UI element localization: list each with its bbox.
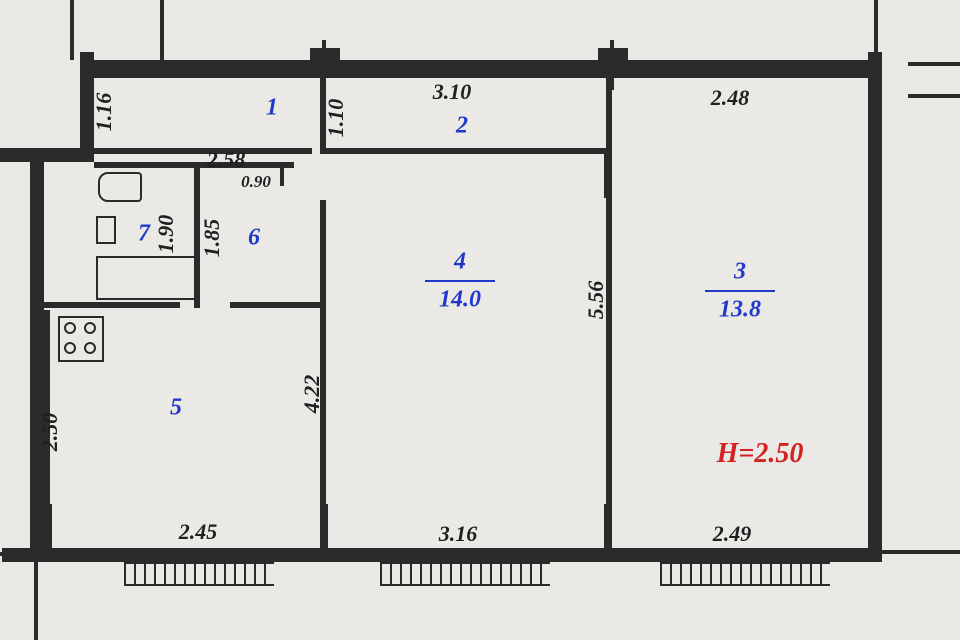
dim-5-56: 5.56 [583,281,609,320]
tick [604,154,608,198]
window-1 [124,562,274,586]
wall-outer-left-ledge [0,148,94,162]
tick [34,562,38,640]
wall-pillar-right [598,48,628,78]
door-jamb-6 [280,168,284,186]
ceiling-height: H=2.50 [717,438,804,470]
wall-outer-right [868,52,882,562]
room-4-num: 4 [454,249,466,276]
dim-2-58: 2.58 [207,147,246,173]
tick [70,0,74,60]
dim-2-49: 2.49 [713,521,752,547]
wall-outer-bottom [2,548,882,562]
tick [0,552,30,556]
tick [48,504,52,548]
window-2 [380,562,550,586]
window-3 [660,562,830,586]
dim-1-85: 1.85 [199,219,225,258]
room-3-line [705,290,775,292]
pillar-r-stub-bot [610,78,614,90]
dim-1-10: 1.10 [323,99,349,138]
wall-outer-top-right [628,60,868,78]
tick [604,504,608,548]
tick [160,0,164,60]
room-1: 1 [266,95,278,122]
fixture-toilet [98,172,142,202]
room-6: 6 [248,225,260,252]
stove-burner-icon [64,342,76,354]
part-balcony-sep-1 [94,148,312,154]
room-5: 5 [170,395,182,422]
tick [324,504,328,548]
dim-1-16: 1.16 [91,93,117,132]
wall-outer-left-lower [30,160,44,562]
tick [908,62,960,66]
room-4-area: 14.0 [439,287,481,314]
tick [882,550,960,554]
stove-burner-icon [84,322,96,334]
dim-3-10: 3.10 [433,79,472,105]
fixture-bathtub [96,256,196,300]
dim-4-22: 4.22 [299,375,325,414]
stove-burner-icon [64,322,76,334]
wall-pillar-left [310,48,340,78]
wall-outer-top-mid [340,60,598,78]
dim-0-90: 0.90 [241,172,271,192]
room-2: 2 [456,113,468,140]
dim-2-45: 2.45 [179,519,218,545]
stove-burner-icon [84,342,96,354]
room-3-num: 3 [734,259,746,286]
part-bath-bot-r [230,302,326,308]
room-7: 7 [138,221,150,248]
room-3-area: 13.8 [719,297,761,324]
fixture-sink [96,216,116,244]
room-4-line [425,280,495,282]
pillar-r-stub-top [610,40,614,50]
dim-2-50: 2.50 [37,413,63,452]
part-balcony-sep-2 [324,148,606,154]
dim-1-90: 1.90 [153,215,179,254]
wall-outer-top-left [80,60,310,78]
tick [874,0,878,60]
part-bath-bot-l [44,302,180,308]
tick [908,94,960,98]
pillar-l-stub-bot [322,78,326,90]
dim-3-16: 3.16 [439,521,478,547]
dim-2-48: 2.48 [711,85,750,111]
pillar-l-stub-top [322,40,326,50]
floorplan-canvas: 1.16 2.58 1.10 3.10 2.48 0.90 1.90 1.85 … [0,0,960,640]
